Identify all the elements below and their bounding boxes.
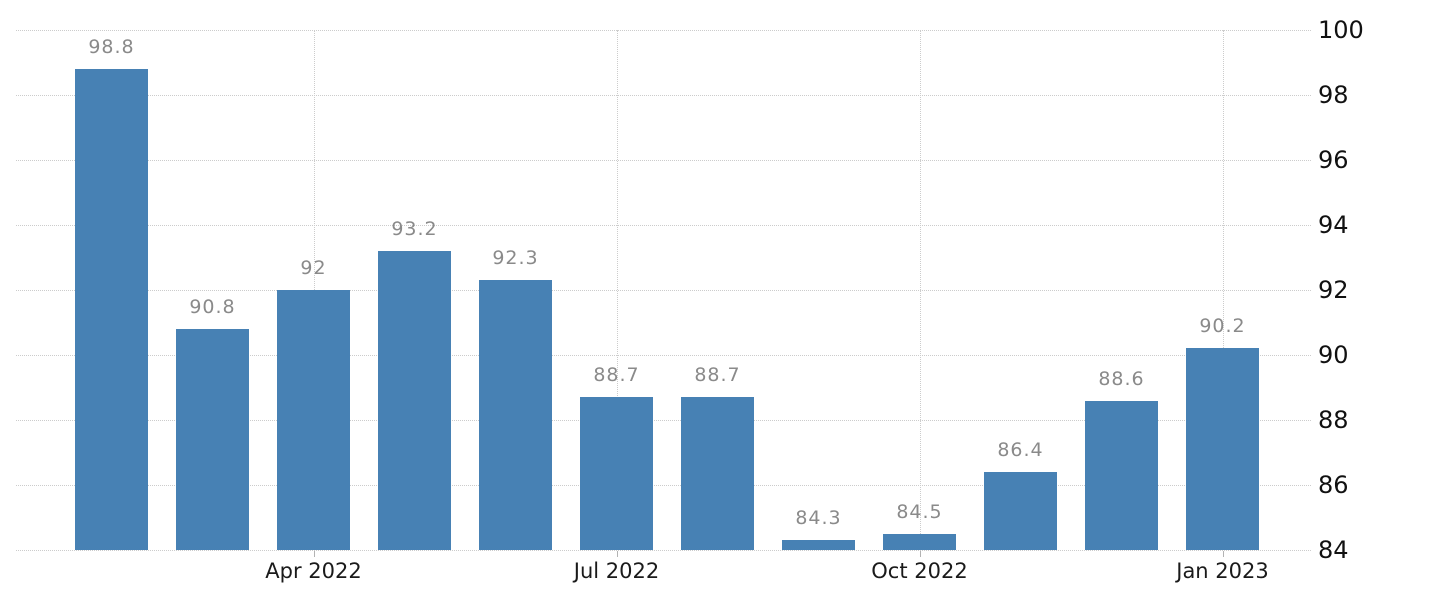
y-axis-tick-label: 90 (1318, 341, 1349, 369)
y-gridline (16, 485, 1311, 486)
y-axis-tick-label: 94 (1318, 211, 1349, 239)
bar[interactable] (479, 280, 552, 550)
x-gridline (616, 30, 618, 550)
y-axis-tick-label: 86 (1318, 471, 1349, 499)
x-axis-tick-label: Apr 2022 (265, 559, 362, 583)
bar-value-label: 90.2 (1199, 315, 1246, 337)
bar-value-label: 84.3 (795, 507, 842, 529)
bar[interactable] (176, 329, 249, 550)
bar[interactable] (883, 534, 956, 550)
x-axis-tick-mark (1222, 551, 1224, 557)
bar-value-label: 90.8 (189, 296, 236, 318)
bar[interactable] (75, 69, 148, 550)
y-gridline (16, 95, 1311, 96)
x-axis-tick-mark (919, 551, 921, 557)
bar-value-label: 88.7 (694, 364, 741, 386)
bar[interactable] (1186, 348, 1259, 550)
bar[interactable] (580, 397, 653, 550)
x-axis-tick-label: Jul 2022 (573, 559, 660, 583)
y-gridline (16, 550, 1311, 551)
x-gridline (1222, 30, 1224, 550)
y-axis-tick-label: 84 (1318, 536, 1349, 564)
y-gridline (16, 225, 1311, 226)
bar[interactable] (782, 540, 855, 550)
bar-value-label: 84.5 (896, 501, 943, 523)
y-gridline (16, 30, 1311, 31)
bar[interactable] (681, 397, 754, 550)
y-axis-tick-label: 88 (1318, 406, 1349, 434)
x-axis-tick-label: Jan 2023 (1176, 559, 1269, 583)
bar[interactable] (378, 251, 451, 550)
bar-value-label: 92 (300, 257, 327, 279)
bar-value-label: 92.3 (492, 247, 539, 269)
y-axis-tick-label: 98 (1318, 81, 1349, 109)
y-gridline (16, 160, 1311, 161)
bar-value-label: 98.8 (88, 36, 135, 58)
x-gridline (919, 30, 921, 550)
bar[interactable] (277, 290, 350, 550)
y-axis-tick-label: 92 (1318, 276, 1349, 304)
x-axis-tick-mark (616, 551, 618, 557)
bar-value-label: 86.4 (997, 439, 1044, 461)
bar-value-label: 88.6 (1098, 368, 1145, 390)
y-axis-tick-label: 100 (1318, 16, 1364, 44)
y-gridline (16, 355, 1311, 356)
y-gridline (16, 420, 1311, 421)
bar[interactable] (984, 472, 1057, 550)
y-gridline (16, 290, 1311, 291)
bar[interactable] (1085, 401, 1158, 550)
x-axis-tick-label: Oct 2022 (871, 559, 968, 583)
bar-value-label: 93.2 (391, 218, 438, 240)
x-axis-tick-mark (313, 551, 315, 557)
y-axis-tick-label: 96 (1318, 146, 1349, 174)
bar-value-label: 88.7 (593, 364, 640, 386)
